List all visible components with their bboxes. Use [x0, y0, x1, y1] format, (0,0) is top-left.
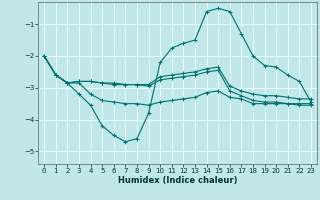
X-axis label: Humidex (Indice chaleur): Humidex (Indice chaleur)	[118, 176, 237, 185]
